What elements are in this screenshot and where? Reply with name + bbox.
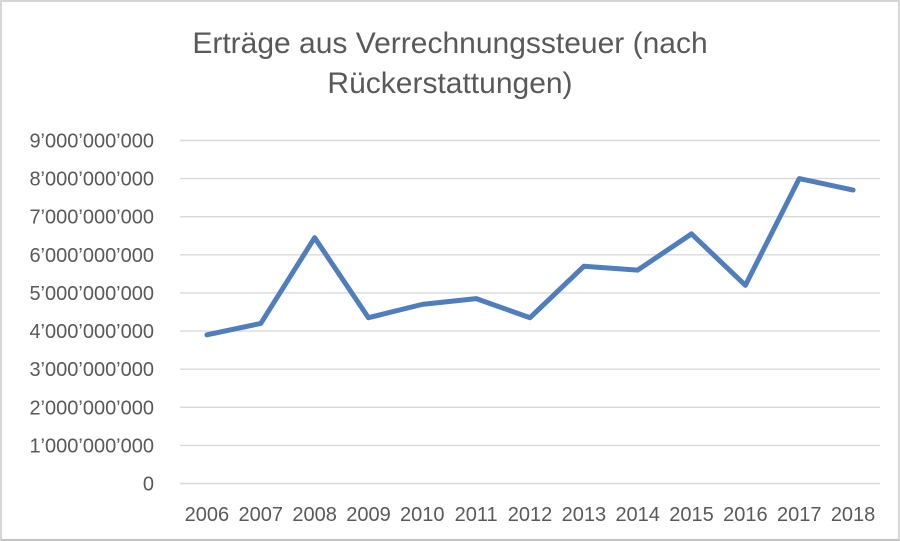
y-axis-tick-label: 3’000’000’000 (29, 359, 154, 381)
y-axis-tick-label: 0 (143, 474, 154, 496)
y-axis-tick-label: 6’000’000’000 (29, 245, 154, 267)
x-axis-tick-label: 2012 (508, 504, 553, 526)
y-axis-tick-label: 7’000’000’000 (29, 207, 154, 229)
x-axis-tick-label: 2006 (185, 504, 230, 526)
y-axis-tick-label: 2’000’000’000 (29, 397, 154, 419)
y-axis-tick-label: 4’000’000’000 (29, 321, 154, 343)
y-axis-tick-label: 8’000’000’000 (29, 169, 154, 191)
x-axis-tick-label: 2015 (669, 504, 714, 526)
x-axis-tick-label: 2011 (455, 504, 498, 526)
x-axis-tick-label: 2007 (239, 504, 284, 526)
y-axis-tick-label: 9’000’000’000 (29, 131, 154, 153)
x-axis-tick-label: 2009 (346, 504, 391, 526)
x-axis-tick-label: 2018 (831, 504, 876, 526)
x-axis-tick-label: 2014 (615, 504, 660, 526)
y-axis-tick-label: 5’000’000’000 (29, 283, 154, 305)
x-axis-tick-label: 2010 (400, 504, 445, 526)
data-series-line (204, 176, 856, 338)
x-axis-tick-label: 2008 (292, 504, 337, 526)
x-axis-tick-label: 2017 (777, 504, 822, 526)
x-axis-tick-label: 2013 (562, 504, 607, 526)
x-axis-tick-label: 2016 (723, 504, 768, 526)
y-axis-tick-label: 1’000’000’000 (29, 435, 154, 457)
